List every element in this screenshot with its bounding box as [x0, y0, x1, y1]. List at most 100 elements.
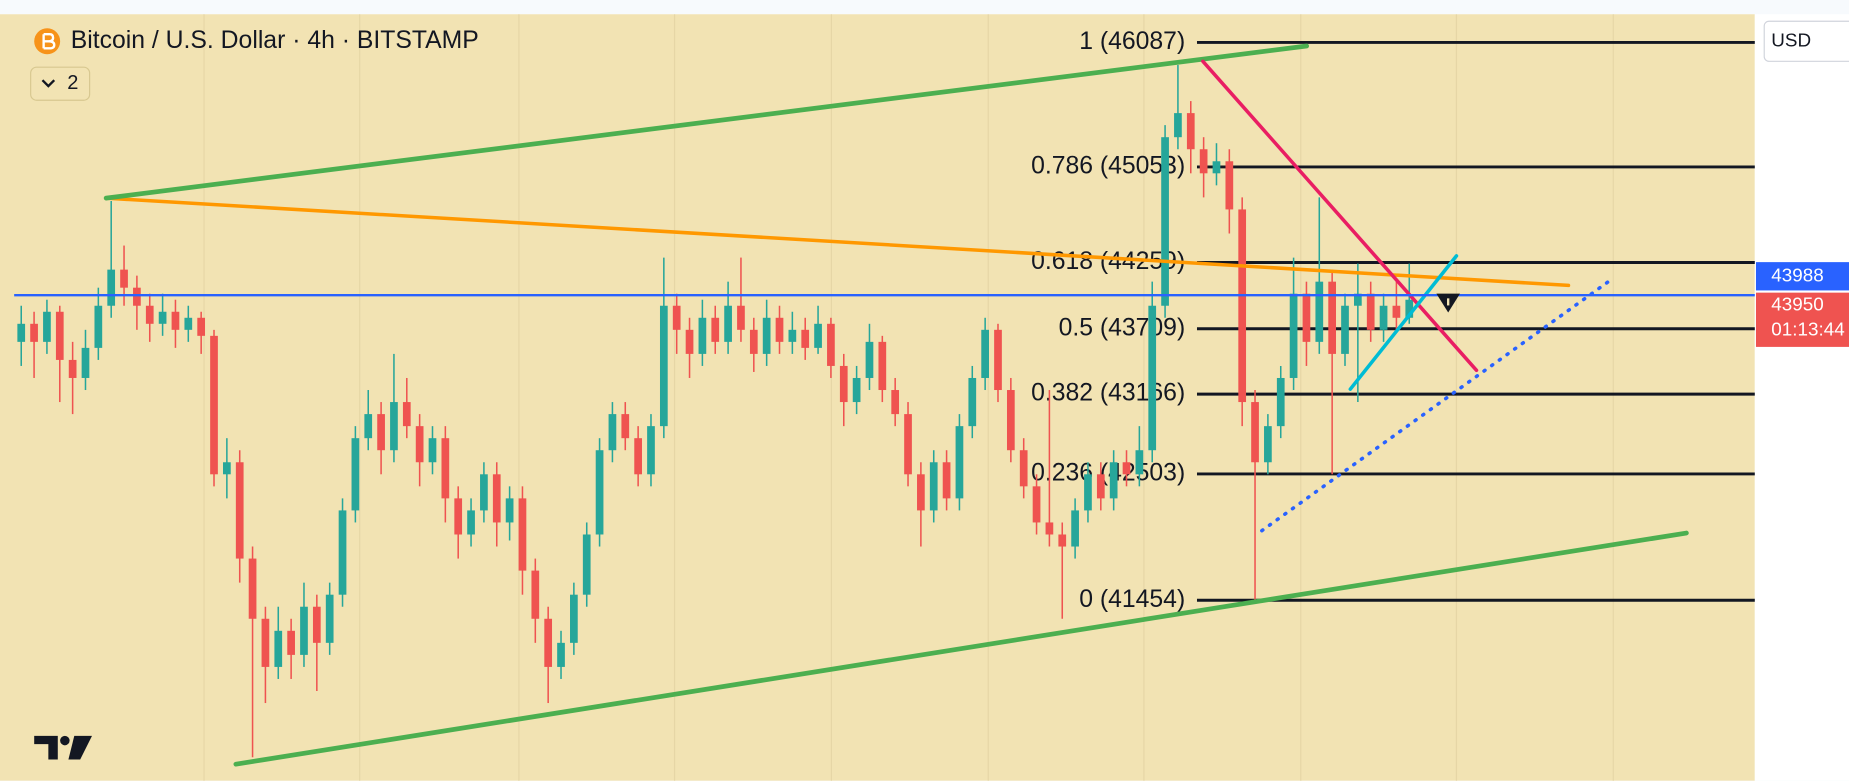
candle-body — [994, 329, 1002, 391]
candle-body — [261, 618, 270, 667]
fib-label: 0.786 (45053) — [1031, 152, 1185, 179]
candle-body — [1251, 402, 1259, 463]
candle-body — [158, 311, 167, 324]
candle-body — [1019, 450, 1028, 487]
indicators-toggle[interactable] — [30, 66, 91, 101]
countdown-label: 01:13:44 — [1771, 318, 1844, 339]
candle-body — [505, 498, 514, 523]
candle-body — [570, 594, 578, 643]
price-line-label-box — [1755, 262, 1849, 291]
candle-body — [300, 606, 308, 655]
bitcoin-glyph — [42, 33, 56, 50]
candle-body — [749, 329, 758, 354]
candle-body — [364, 414, 373, 439]
candle-body — [917, 474, 925, 511]
candle-body — [351, 438, 360, 511]
candle-body — [325, 594, 334, 643]
fib-label: 0.236 (42503) — [1031, 459, 1185, 486]
candle-body — [1148, 305, 1157, 451]
candle-body — [865, 341, 874, 378]
candle-body — [1315, 281, 1324, 342]
candle-body — [441, 438, 450, 499]
candle-body — [724, 305, 732, 342]
indicators-count: 2 — [67, 72, 78, 94]
candle-body — [531, 570, 540, 619]
symbol-title: Bitcoin / U.S. Dollar · 4h · BITSTAMP — [71, 27, 479, 54]
candle-body — [557, 642, 565, 667]
candle-body — [312, 606, 321, 643]
candle-body — [647, 426, 655, 475]
candle-body — [1328, 281, 1337, 354]
candle-body — [30, 323, 38, 342]
candle-body — [1405, 299, 1414, 318]
candle-body — [698, 317, 707, 354]
candle-body — [68, 359, 77, 378]
candle-body — [1006, 390, 1015, 451]
candle-body — [1276, 377, 1285, 427]
candle-body — [184, 317, 193, 330]
candle-body — [1199, 149, 1208, 174]
candle-body — [428, 438, 437, 463]
currency-button[interactable] — [1763, 20, 1849, 62]
candle-body — [827, 323, 835, 366]
candle-body — [81, 347, 90, 378]
candle-body — [1174, 113, 1182, 138]
candle-body — [454, 498, 463, 535]
candle-body — [955, 426, 964, 499]
candle-body — [1122, 462, 1131, 475]
candle-body — [223, 462, 231, 475]
candle-body — [390, 402, 398, 451]
candle-body — [672, 305, 681, 330]
candle-body — [120, 269, 128, 288]
candle-body — [1341, 305, 1349, 354]
candle-body — [467, 510, 475, 535]
candle-body — [762, 317, 771, 354]
candle-body — [248, 558, 257, 619]
upper-channel-line — [103, 43, 1310, 201]
candle-body — [492, 474, 501, 523]
logo-part — [68, 735, 92, 760]
candle-body — [480, 474, 488, 511]
candle-body — [197, 317, 206, 336]
candle-body — [94, 305, 103, 348]
candle-body — [839, 365, 848, 403]
candle-body — [621, 414, 630, 439]
candle-body — [904, 414, 912, 475]
currency-label: USD — [1771, 29, 1811, 50]
candle-body — [17, 323, 26, 342]
candle-body — [1096, 474, 1105, 499]
candle-body — [377, 414, 385, 451]
candle-body — [171, 311, 180, 330]
resistance-line — [1201, 59, 1479, 373]
candle-body — [210, 335, 218, 475]
candle-body — [145, 305, 154, 324]
candle-body — [1366, 293, 1375, 330]
candle-body — [133, 287, 141, 306]
candle-body — [1238, 209, 1247, 403]
candle-body — [711, 317, 720, 342]
candle-body — [1135, 450, 1144, 475]
candle-body — [1392, 305, 1401, 318]
candle-body — [107, 269, 116, 306]
candles — [17, 64, 1414, 758]
candle-body — [1289, 293, 1298, 378]
candle-body — [1058, 534, 1067, 547]
candle-body — [1225, 161, 1234, 210]
candle-body — [801, 329, 810, 348]
candle-body — [942, 462, 951, 499]
last-price-label: 43950 — [1771, 294, 1823, 315]
candle-body — [274, 630, 283, 667]
candle-body — [685, 329, 694, 354]
price-labels: 43988 43950 01:13:44 — [1755, 262, 1849, 347]
candle-body — [1071, 510, 1079, 547]
candle-body — [287, 630, 295, 655]
candle-body — [852, 377, 861, 403]
candle-body — [338, 510, 347, 595]
candle-body — [788, 329, 797, 342]
price-axis-background — [1754, 14, 1849, 781]
logo-part — [34, 735, 58, 760]
candle-body — [737, 305, 745, 330]
orange-trendline — [104, 196, 1571, 288]
fib-label: 0 (41454) — [1079, 586, 1185, 613]
